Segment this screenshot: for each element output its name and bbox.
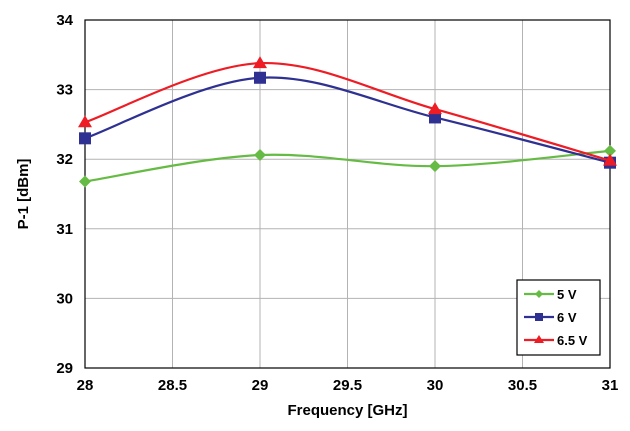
series-2 xyxy=(78,56,617,166)
data-point-diamond xyxy=(429,160,441,173)
y-tick-label: 29 xyxy=(56,360,73,377)
series-line xyxy=(84,76,611,164)
data-point-triangle xyxy=(603,153,617,166)
x-tick-label: 29.5 xyxy=(333,377,362,394)
data-point-diamond xyxy=(604,144,616,157)
x-tick-label: 31 xyxy=(602,377,619,394)
data-point-diamond xyxy=(535,290,543,298)
data-point-triangle xyxy=(253,56,267,69)
y-tick-label: 34 xyxy=(56,12,73,29)
y-tick-label: 32 xyxy=(56,151,73,168)
data-point-square xyxy=(535,313,543,321)
x-tick-label: 30 xyxy=(427,377,444,394)
tick-labels: 28 28.5 29 29.5 30 30.5 31 29 30 31 32 33 34 xyxy=(56,12,618,394)
x-axis-title: Frequency [GHz] xyxy=(287,402,407,419)
legend-item: 6 V xyxy=(524,310,577,325)
plot-frame xyxy=(84,19,611,369)
x-tick-label: 30.5 xyxy=(508,377,537,394)
legend-item: 5 V xyxy=(524,287,577,302)
legend-label: 5 V xyxy=(557,287,577,302)
series-line xyxy=(84,149,611,183)
legend-item: 6.5 V xyxy=(524,333,588,348)
data-point-triangle xyxy=(534,335,544,343)
data-point-square xyxy=(254,71,266,84)
y-tick-label: 30 xyxy=(56,290,73,307)
x-tick-label: 28 xyxy=(77,377,94,394)
y-tick-label: 33 xyxy=(56,82,73,99)
series-0 xyxy=(79,144,616,188)
series-line xyxy=(84,62,611,162)
y-axis-title: P-1 [dBm] xyxy=(15,159,32,230)
legend-label: 6.5 V xyxy=(557,333,588,348)
x-tick-label: 29 xyxy=(252,377,269,394)
data-point-triangle xyxy=(428,102,442,115)
data-point-triangle xyxy=(78,115,92,128)
legend-label: 6 V xyxy=(557,310,577,325)
legend: 5 V 6 V 6.5 V xyxy=(516,279,601,356)
data-point-square xyxy=(429,111,441,124)
data-point-square xyxy=(79,132,91,145)
series-layer xyxy=(78,56,617,188)
data-point-diamond xyxy=(79,175,91,188)
y-tick-label: 31 xyxy=(56,221,73,238)
data-point-diamond xyxy=(254,149,266,162)
x-tick-label: 28.5 xyxy=(158,377,187,394)
